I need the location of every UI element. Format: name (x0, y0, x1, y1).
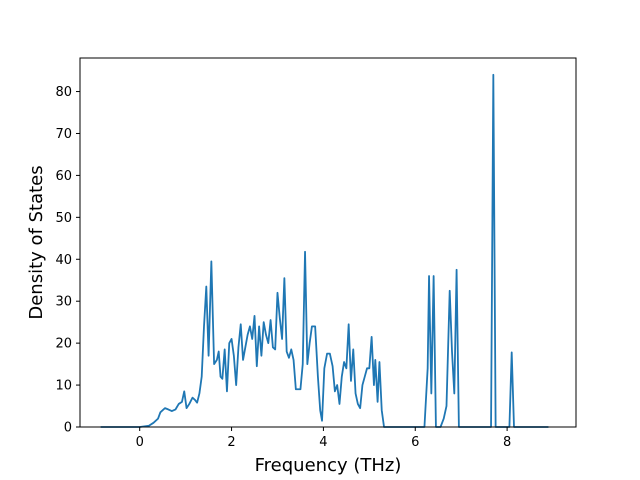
y-tick-label: 10 (55, 379, 72, 394)
y-tick-label: 50 (55, 211, 72, 226)
axes-frame (79, 57, 577, 428)
x-axis-label: Frequency (THz) (255, 455, 402, 476)
y-tick-label: 60 (55, 169, 72, 184)
x-tick-label: 0 (136, 435, 144, 450)
y-axis-label: Density of States (26, 165, 47, 319)
y-tick-label: 0 (64, 421, 72, 436)
y-tick-label: 80 (55, 85, 72, 100)
y-tick-label: 40 (55, 253, 72, 268)
y-tick-label: 70 (55, 127, 72, 142)
x-tick-label: 4 (319, 435, 327, 450)
x-tick-label: 2 (227, 435, 235, 450)
y-axis-ticks: 0 10 20 30 40 50 60 70 80 (55, 85, 80, 436)
plot-area (100, 73, 549, 428)
x-axis-ticks: 0 2 4 6 8 (136, 427, 511, 450)
x-tick-label: 6 (411, 435, 419, 450)
y-tick-label: 20 (55, 337, 72, 352)
y-tick-label: 30 (55, 295, 72, 310)
dos-series-line-0 (100, 73, 549, 428)
x-tick-label: 8 (503, 435, 511, 450)
